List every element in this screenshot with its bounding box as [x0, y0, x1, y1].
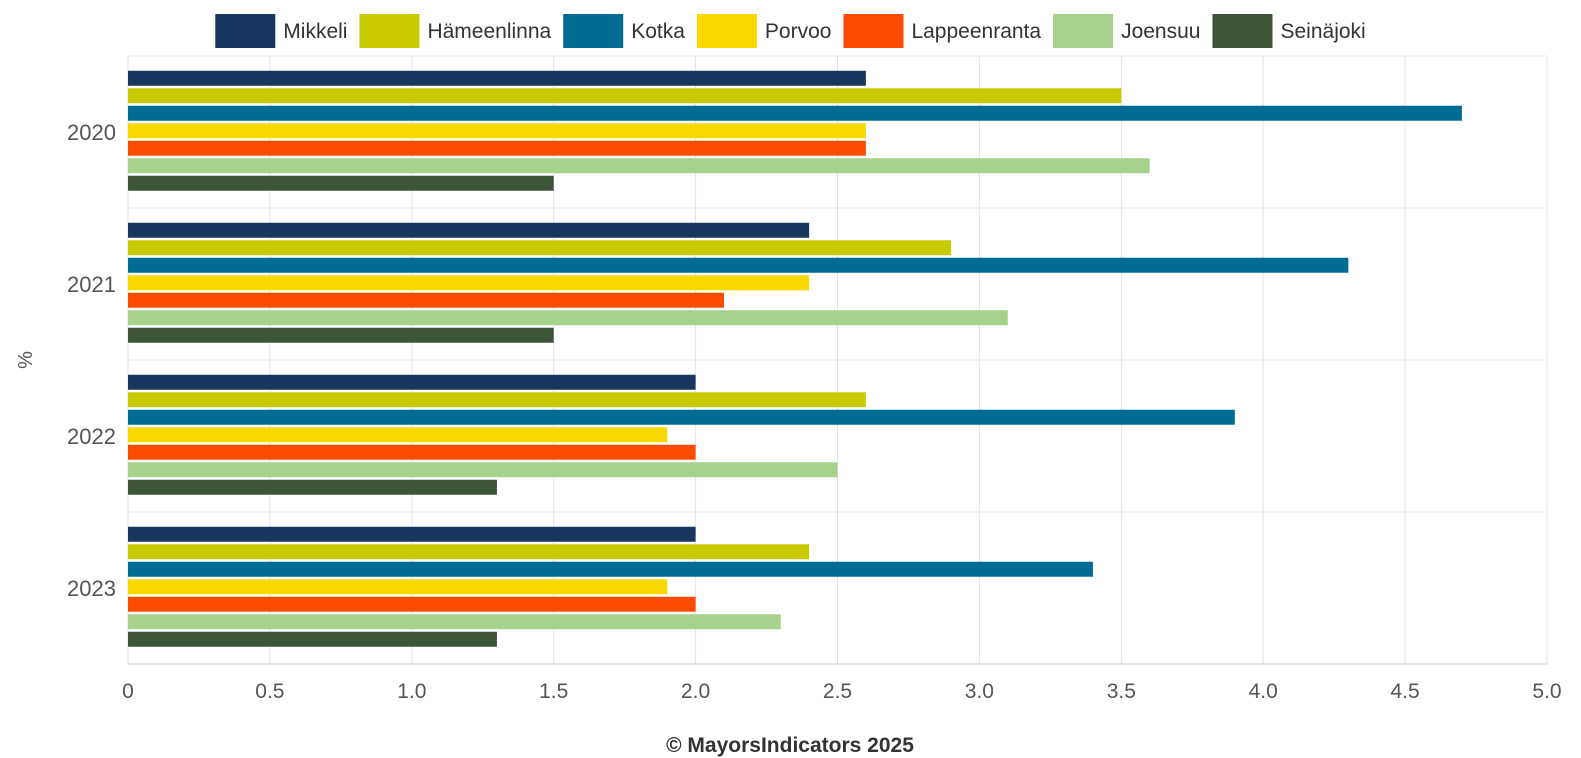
- x-tick-label: 3.0: [965, 680, 994, 703]
- bar-mikkeli-2020: [128, 70, 866, 86]
- bar-joensuu-2023: [128, 614, 781, 630]
- legend-swatch: [215, 14, 276, 48]
- legend-swatch: [1212, 14, 1273, 48]
- x-tick-label: 2.0: [681, 680, 710, 703]
- bar-joensuu-2022: [128, 462, 838, 478]
- y-axis-categories: 2020 2021 2022 2023: [67, 120, 116, 601]
- bar-hämeenlinna-2021: [128, 240, 952, 256]
- bar-kotka-2022: [128, 409, 1235, 425]
- legend-label: Lappeenranta: [911, 20, 1041, 43]
- legend-label: Joensuu: [1121, 20, 1200, 43]
- legend-item-kotka[interactable]: Kotka: [563, 14, 685, 48]
- x-tick-label: 0: [122, 680, 134, 703]
- legend-label: Porvoo: [765, 20, 832, 43]
- legend-label: Mikkeli: [283, 20, 347, 43]
- legend-swatch: [696, 14, 757, 48]
- bar-seinäjoki-2020: [128, 175, 554, 191]
- legend-item-joensuu[interactable]: Joensuu: [1053, 14, 1200, 48]
- bar-mikkeli-2021: [128, 222, 810, 238]
- legend-label: Kotka: [631, 20, 685, 43]
- bar-lappeenranta-2022: [128, 444, 696, 460]
- bar-kotka-2023: [128, 561, 1093, 577]
- x-tick-label: 4.0: [1249, 680, 1278, 703]
- bar-kotka-2020: [128, 105, 1462, 121]
- bar-kotka-2021: [128, 257, 1349, 273]
- y-category-label: 2021: [67, 272, 116, 297]
- chart-credit: © MayorsIndicators 2025: [666, 734, 914, 757]
- bar-porvoo-2021: [128, 275, 810, 291]
- bar-hämeenlinna-2020: [128, 88, 1122, 104]
- x-tick-label: 4.5: [1390, 680, 1419, 703]
- legend-swatch: [843, 14, 904, 48]
- x-tick-label: 2.5: [823, 680, 852, 703]
- legend-item-hämeenlinna[interactable]: Hämeenlinna: [359, 14, 552, 48]
- x-tick-label: 1.0: [397, 680, 426, 703]
- bar-lappeenranta-2021: [128, 292, 724, 308]
- bar-porvoo-2020: [128, 123, 866, 139]
- x-tick-label: 3.5: [1107, 680, 1136, 703]
- grid-lines: [127, 55, 1548, 665]
- x-axis: 0 0.5 1.0 1.5 2.0 2.5 3.0 3.5 4.0 4.5 5.0: [122, 663, 1562, 703]
- bar-seinäjoki-2022: [128, 479, 497, 495]
- bar-seinäjoki-2021: [128, 327, 554, 343]
- bar-hämeenlinna-2022: [128, 392, 866, 408]
- bar-lappeenranta-2020: [128, 140, 866, 156]
- bar-mikkeli-2023: [128, 526, 696, 542]
- y-category-label: 2020: [67, 120, 116, 145]
- bar-porvoo-2023: [128, 579, 668, 595]
- legend-item-seinäjoki[interactable]: Seinäjoki: [1212, 14, 1366, 48]
- bar-joensuu-2020: [128, 158, 1150, 174]
- legend: Mikkeli Hämeenlinna Kotka Porvoo Lappeenrant…: [215, 14, 1366, 48]
- legend-label: Hämeenlinna: [427, 20, 551, 43]
- legend-item-mikkeli[interactable]: Mikkeli: [215, 14, 347, 48]
- bar-mikkeli-2022: [128, 374, 696, 390]
- legend-item-lappeenranta[interactable]: Lappeenranta: [843, 14, 1041, 48]
- bar-lappeenranta-2023: [128, 596, 696, 612]
- x-tick-label: 1.5: [539, 680, 568, 703]
- legend-label: Seinäjoki: [1280, 20, 1365, 43]
- bar-seinäjoki-2023: [128, 631, 497, 647]
- y-category-label: 2023: [67, 576, 116, 601]
- legend-swatch: [359, 14, 420, 48]
- legend-swatch: [1053, 14, 1114, 48]
- x-tick-label: 5.0: [1532, 680, 1561, 703]
- bar-joensuu-2021: [128, 310, 1008, 326]
- legend-swatch: [563, 14, 624, 48]
- bars: [128, 70, 1462, 647]
- bar-porvoo-2022: [128, 427, 668, 443]
- x-tick-label: 0.5: [255, 680, 284, 703]
- legend-item-porvoo[interactable]: Porvoo: [696, 14, 832, 48]
- bar-hämeenlinna-2023: [128, 544, 810, 560]
- y-axis-title: %: [15, 351, 37, 369]
- y-category-label: 2022: [67, 424, 116, 449]
